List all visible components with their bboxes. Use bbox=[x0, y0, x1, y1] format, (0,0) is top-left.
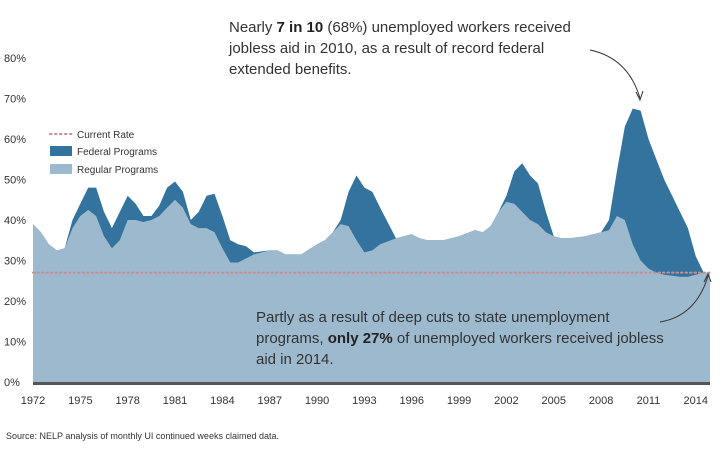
legend-federal-programs-swatch bbox=[50, 146, 72, 156]
bottom-annotation-pre: Partly as a result of deep cuts to state… bbox=[256, 309, 610, 347]
y-tick-label: 60% bbox=[4, 134, 26, 146]
y-tick-label: 30% bbox=[4, 256, 26, 268]
x-axis-baseline bbox=[33, 382, 710, 385]
legend-regular-programs-swatch bbox=[50, 164, 72, 174]
legend-current-rate-label: Current Rate bbox=[77, 130, 135, 141]
bottom-annotation-post: of unemployed workers received jobless a… bbox=[256, 330, 664, 368]
x-tick-label: 2011 bbox=[637, 395, 661, 407]
top-annotation-arrowhead bbox=[635, 90, 644, 102]
x-tick-label: 1993 bbox=[352, 395, 376, 407]
y-tick-label: 80% bbox=[4, 53, 26, 65]
x-tick-label: 1987 bbox=[257, 395, 281, 407]
x-tick-label: 2008 bbox=[589, 395, 613, 407]
top-annotation-pre: Nearly bbox=[229, 19, 277, 36]
source-note: Source: NELP analysis of monthly UI cont… bbox=[6, 431, 279, 441]
y-tick-label: 70% bbox=[4, 94, 26, 106]
x-tick-label: 1990 bbox=[305, 395, 329, 407]
x-tick-label: 1978 bbox=[115, 395, 139, 407]
y-tick-label: 0% bbox=[4, 377, 20, 389]
regular-programs-area bbox=[33, 199, 710, 382]
bottom-annotation-bold: only 27% bbox=[327, 330, 393, 347]
y-tick-label: 20% bbox=[4, 296, 26, 308]
legend-regular-programs-label: Regular Programs bbox=[77, 165, 158, 176]
x-tick-label: 1996 bbox=[399, 395, 423, 407]
top-annotation-arrow bbox=[589, 49, 641, 99]
x-tick-label: 2002 bbox=[494, 395, 518, 407]
top-annotation-post: (68%) unemployed workers received jobles… bbox=[229, 19, 571, 78]
bottom-annotation-arrowhead bbox=[703, 272, 712, 283]
top-annotation: Nearly 7 in 10 (68%) unemployed workers … bbox=[229, 17, 599, 80]
x-tick-label: 2014 bbox=[684, 395, 708, 407]
legend-federal-programs-label: Federal Programs bbox=[77, 147, 157, 158]
top-annotation-bold: 7 in 10 bbox=[276, 19, 324, 36]
y-tick-label: 50% bbox=[4, 175, 26, 187]
y-tick-label: 40% bbox=[4, 215, 26, 227]
x-tick-label: 1975 bbox=[68, 395, 92, 407]
x-tick-label: 1972 bbox=[21, 395, 45, 407]
bottom-annotation-arrow bbox=[659, 275, 709, 323]
bottom-annotation: Partly as a result of deep cuts to state… bbox=[256, 307, 666, 370]
x-tick-label: 1981 bbox=[163, 395, 187, 407]
y-tick-label: 10% bbox=[4, 337, 26, 349]
x-tick-label: 1999 bbox=[447, 395, 471, 407]
x-tick-label: 2005 bbox=[542, 395, 566, 407]
x-tick-label: 1984 bbox=[210, 395, 234, 407]
